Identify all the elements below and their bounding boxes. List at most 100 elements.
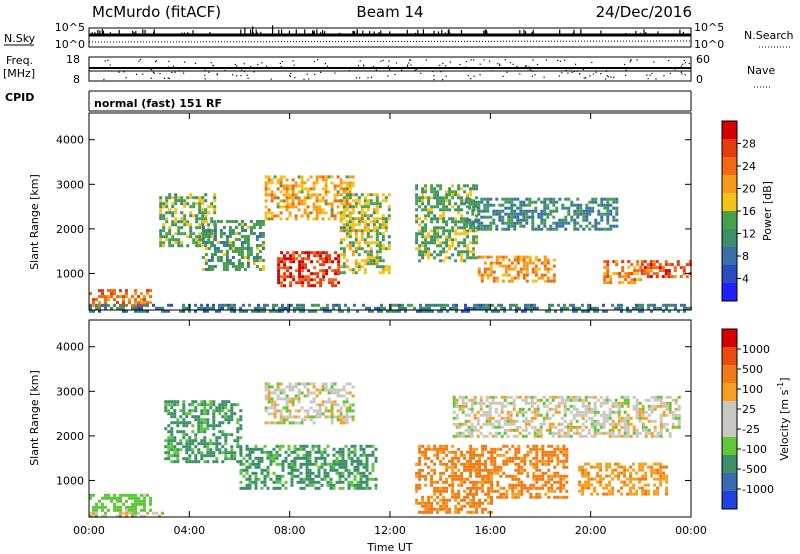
power-cell	[183, 214, 187, 218]
velocity-cell	[336, 415, 340, 419]
power-cell	[281, 306, 284, 310]
velocity-cell	[470, 428, 474, 432]
velocity-cell	[572, 395, 576, 399]
velocity-cell	[470, 404, 474, 408]
velocity-cell	[674, 425, 678, 429]
power-cell	[570, 203, 574, 207]
velocity-cell	[291, 400, 295, 404]
velocity-cell	[338, 459, 342, 463]
velocity-cell	[532, 462, 536, 466]
power-cell	[378, 226, 382, 230]
velocity-cell	[266, 453, 270, 457]
velocity-cell	[308, 468, 312, 472]
velocity-cell	[430, 483, 434, 487]
power-cell	[288, 187, 292, 191]
power-cell	[454, 217, 458, 221]
velocity-cell	[176, 460, 180, 464]
power-cell	[201, 202, 205, 206]
power-cell	[525, 267, 529, 271]
power-cell	[219, 229, 223, 232]
power-cell	[465, 218, 469, 222]
power-cell	[528, 258, 532, 262]
power-cell	[286, 266, 290, 270]
velocity-cell	[473, 428, 477, 432]
colorbar-cell	[722, 175, 737, 194]
freq-panel: Freq. [MHz] 18 8 60 0 Nave	[3, 53, 775, 88]
velocity-cell	[538, 495, 542, 499]
power-cell	[555, 224, 559, 228]
power-cell	[451, 193, 455, 197]
velocity-cell	[245, 468, 249, 472]
power-cell	[267, 175, 271, 179]
power-cell	[285, 205, 289, 209]
power-cell	[430, 211, 434, 215]
power-cell	[159, 205, 163, 209]
velocity-cell	[439, 504, 443, 508]
power-cell	[472, 229, 476, 233]
power-cell	[552, 200, 556, 204]
velocity-cell	[305, 468, 309, 472]
velocity-cell	[473, 416, 477, 420]
power-cell	[322, 260, 326, 264]
velocity-cell	[608, 416, 612, 420]
velocity-cell	[499, 453, 503, 457]
velocity-cell	[107, 508, 110, 512]
velocity-cell	[348, 382, 352, 386]
velocity-cell	[427, 510, 431, 514]
power-cell	[587, 306, 590, 310]
velocity-cell	[605, 486, 609, 490]
velocity-cell	[458, 431, 462, 435]
power-cell	[360, 214, 364, 218]
velocity-cell	[128, 493, 131, 497]
velocity-cell	[221, 421, 225, 425]
power-cell	[534, 227, 538, 231]
velocity-cell	[314, 474, 318, 478]
power-cell	[436, 190, 440, 194]
velocity-cell	[629, 486, 633, 490]
power-cell	[285, 190, 289, 194]
velocity-cell	[288, 388, 292, 392]
power-cell	[195, 235, 199, 239]
power-cell	[264, 205, 268, 209]
power-cell	[309, 175, 313, 179]
nave-mark	[479, 63, 481, 65]
velocity-cell	[563, 398, 567, 402]
power-cell	[387, 265, 391, 269]
power-cell	[443, 303, 446, 307]
power-cell	[475, 205, 479, 209]
velocity-cell	[520, 465, 524, 469]
velocity-cell	[451, 471, 455, 475]
power-cell	[636, 269, 640, 273]
velocity-cell	[89, 511, 92, 515]
velocity-cell	[436, 501, 440, 505]
velocity-cell	[227, 433, 231, 437]
velocity-cell	[421, 495, 425, 499]
power-cell	[398, 309, 401, 313]
power-cell	[313, 254, 317, 258]
power-cell	[351, 253, 355, 257]
velocity-cell	[227, 418, 231, 422]
power-cell	[510, 215, 514, 219]
power-cell	[279, 211, 283, 215]
power-cell	[354, 205, 358, 209]
velocity-cell	[662, 410, 666, 414]
velocity-cell	[134, 511, 137, 515]
power-cell	[140, 309, 143, 313]
power-cell	[333, 196, 337, 200]
velocity-cell	[442, 489, 446, 493]
power-cell	[278, 306, 281, 310]
velocity-cell	[490, 495, 494, 499]
velocity-cell	[263, 474, 267, 478]
velocity-cell	[488, 404, 492, 408]
power-cell	[445, 199, 449, 203]
velocity-cell	[318, 388, 322, 392]
velocity-cell	[266, 465, 270, 469]
power-cell	[351, 271, 355, 275]
power-cell	[561, 224, 565, 228]
nave-mark	[243, 71, 246, 73]
velocity-cell	[227, 400, 231, 404]
power-cell	[573, 224, 577, 228]
power-cell	[448, 202, 452, 206]
velocity-cell	[134, 493, 137, 497]
velocity-cell	[267, 391, 271, 395]
